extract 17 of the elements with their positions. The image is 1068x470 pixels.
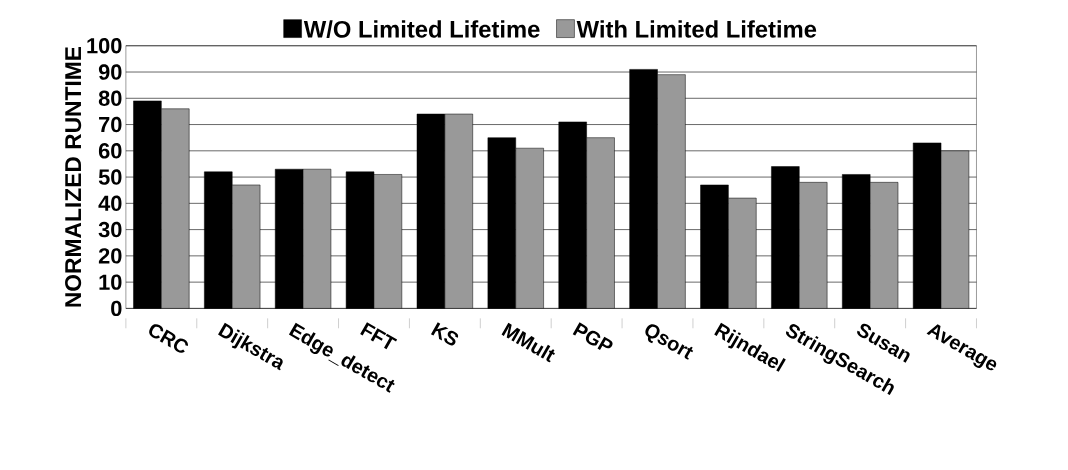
y-tick-label: 20 [98,248,122,264]
y-tick-label: 80 [98,90,122,107]
legend-label: W/O Limited Lifetime [303,20,540,39]
x-tick-label: KS [430,322,459,346]
y-tick-label: 40 [98,195,122,212]
y-tick-label: 30 [98,222,122,238]
x-tick-label: PGP [572,322,613,351]
y-tick-label: 0 [111,300,122,317]
y-tick-label: 50 [98,169,122,186]
y-tick-label: 100 [87,38,122,54]
y-axis-title: NORMALIZED RUNTIME [65,47,82,307]
x-tick-label: CRC [149,324,188,354]
legend-label: With Limited Lifetime [576,20,817,38]
y-tick-label: 60 [98,143,122,159]
y-tick-label: 70 [99,117,122,133]
y-tick-label: 90 [98,64,122,80]
y-tick-label: 10 [99,274,122,291]
